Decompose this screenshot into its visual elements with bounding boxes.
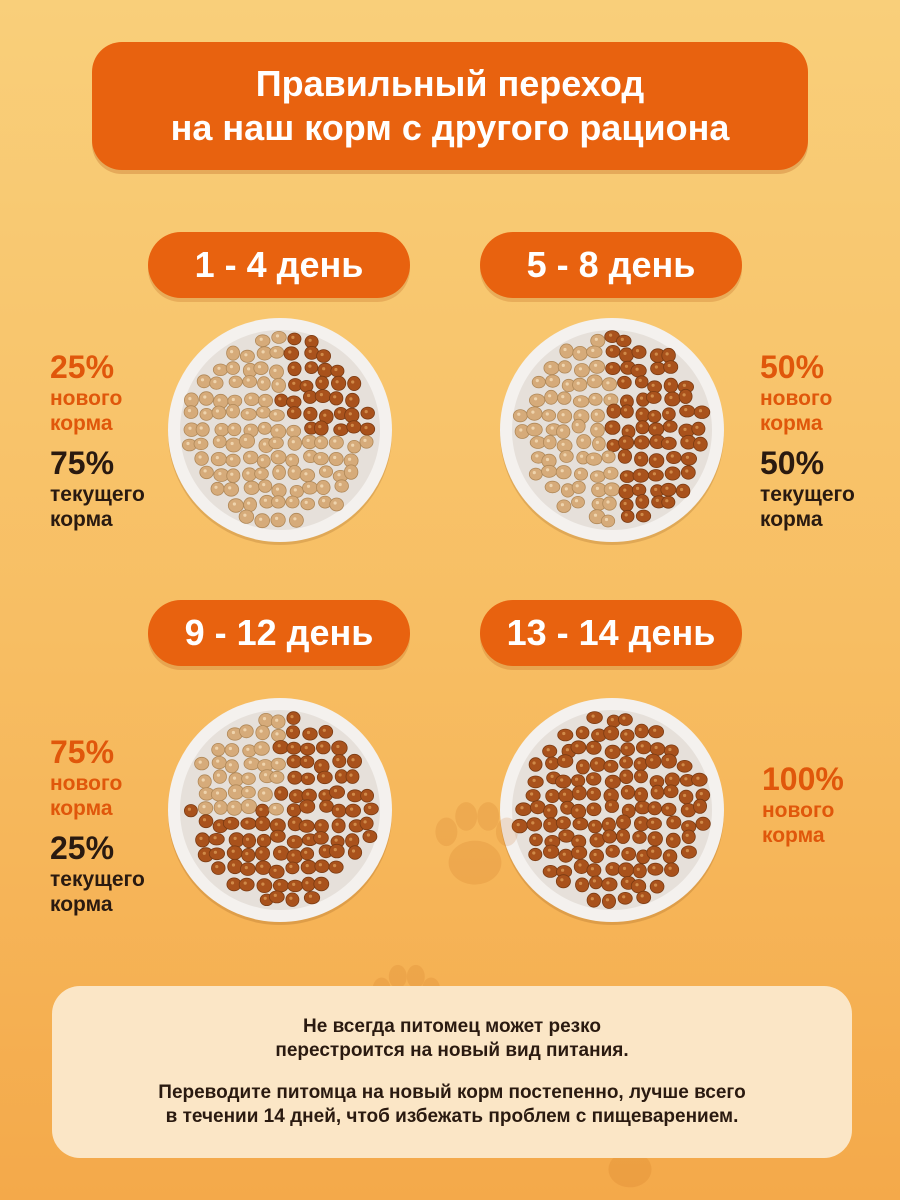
stage-4-ratio: 100% нового корма	[762, 760, 844, 856]
stage-3-current-percent: 25%	[50, 830, 115, 866]
bowl-graphic	[168, 318, 392, 545]
note-line-2: перестроится на новый вид питания.	[275, 1040, 629, 1061]
stage-4-bowl-image	[497, 695, 727, 925]
note-line-1: Не всегда питомец может резко	[303, 1016, 601, 1037]
stage-4-new-label-2: корма	[762, 824, 825, 847]
note-line-4: в течении 14 дней, чтоб избежать проблем…	[165, 1106, 739, 1127]
stage-3-bowl-image	[165, 695, 395, 925]
stage-1-current-label-1: текущего	[50, 483, 145, 506]
title-line-2: на наш корм с другого рациона	[170, 107, 730, 148]
stage-2-new-percent: 50%	[760, 349, 825, 385]
stage-1-ratio: 25% нового корма 75% текущего корма	[50, 348, 145, 532]
stage-3-ratio: 75% нового корма 25% текущего корма	[50, 733, 145, 917]
stage-3-new-label-1: нового	[50, 772, 123, 795]
stage-4-new-percent: 100%	[762, 761, 844, 797]
stage-4-days: 13 - 14 день	[506, 612, 716, 653]
paw-print-icon	[435, 802, 518, 885]
stage-1-bowl-image	[165, 315, 395, 545]
title-banner: Правильный переход на наш корм с другого…	[92, 42, 808, 170]
stage-3-days-pill: 9 - 12 день	[148, 600, 410, 666]
stage-1-days: 1 - 4 день	[194, 244, 364, 285]
stage-3-new-label-2: корма	[50, 797, 113, 820]
title-line-1: Правильный переход	[255, 63, 645, 104]
stage-3-new-percent: 75%	[50, 734, 115, 770]
stage-2-days-pill: 5 - 8 день	[480, 232, 742, 298]
stage-2-ratio: 50% нового корма 50% текущего корма	[760, 348, 855, 532]
stage-1-new-label-2: корма	[50, 412, 113, 435]
bowl-graphic	[500, 698, 724, 925]
stage-2-current-label-1: текущего	[760, 483, 855, 506]
note-line-3: Переводите питомца на новый корм постепе…	[158, 1082, 746, 1103]
stage-2-days: 5 - 8 день	[526, 244, 696, 285]
stage-4-days-pill: 13 - 14 день	[480, 600, 742, 666]
stage-1-current-label-2: корма	[50, 508, 113, 531]
bowl-graphic	[168, 698, 392, 925]
stage-1-days-pill: 1 - 4 день	[148, 232, 410, 298]
stage-2-new-label-2: корма	[760, 412, 823, 435]
stage-2-current-label-2: корма	[760, 508, 823, 531]
stage-2-new-label-1: нового	[760, 387, 833, 410]
stage-2-current-percent: 50%	[760, 445, 825, 481]
stage-1-new-label-1: нового	[50, 387, 123, 410]
stage-4-new-label-1: нового	[762, 799, 835, 822]
stage-1-current-percent: 75%	[50, 445, 115, 481]
info-note: Не всегда питомец может резко перестроит…	[52, 986, 852, 1158]
stage-3-current-label-1: текущего	[50, 868, 145, 891]
stage-3-days: 9 - 12 день	[184, 612, 374, 653]
stage-1-new-percent: 25%	[50, 349, 115, 385]
stage-3-current-label-2: корма	[50, 893, 113, 916]
bowl-graphic	[500, 318, 724, 545]
stage-2-bowl-image	[497, 315, 727, 545]
